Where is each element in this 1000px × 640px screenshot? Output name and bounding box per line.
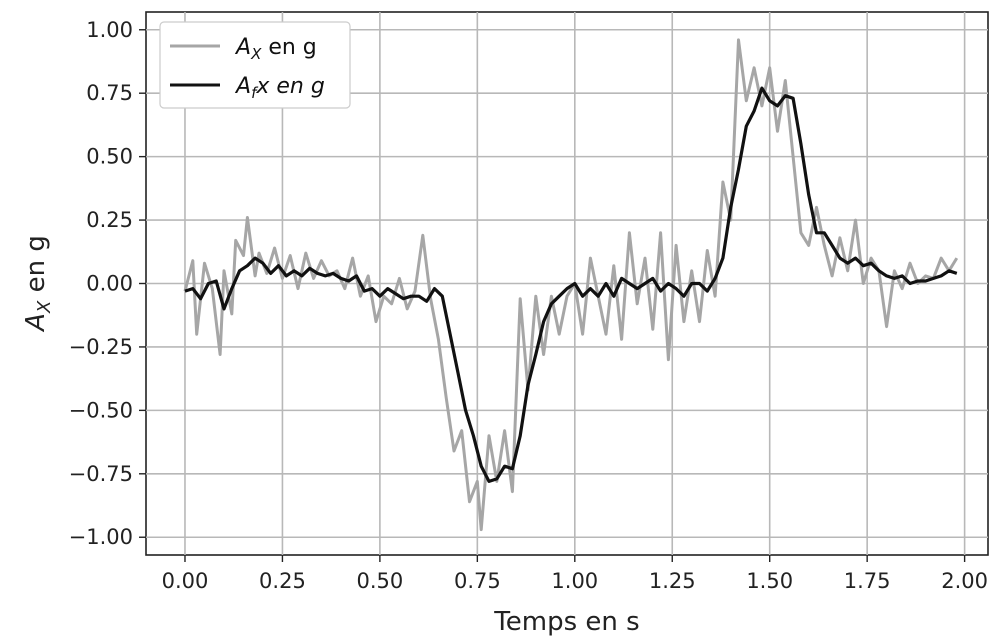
x-tick-label: 0.25 [259,569,306,593]
legend-label-series-1: AX en g [234,35,317,63]
legend-label-series-2-sub: f [251,84,259,102]
legend-label-series-2-rest: x en g [255,74,324,99]
y-tick-label: 0.00 [86,272,133,296]
y-axis-label-sub: X [34,300,55,314]
y-axis-label: AX en g [21,235,55,333]
y-tick-label: 0.75 [86,81,133,105]
legend-label-series-1-sub: X [250,45,262,63]
x-tick-label: 0.75 [454,569,501,593]
y-tick-label: −0.75 [69,462,133,486]
y-tick-label: 1.00 [86,18,133,42]
series-line-2 [184,86,958,483]
y-tick-label: 0.25 [86,208,133,232]
legend-label-series-1-main: A [234,35,251,60]
y-axis-label-main: A [21,313,51,333]
legend-label-series-2-main: A [234,74,251,99]
x-tick-label: 0.50 [357,569,404,593]
series-layer [183,38,959,532]
x-tick-label: 2.00 [941,569,988,593]
x-tick-label: 1.00 [551,569,598,593]
y-axis-label-rest: en g [21,235,51,301]
y-tick-label: 0.50 [86,145,133,169]
x-tick-label: 1.75 [844,569,891,593]
legend-label-series-1-rest: en g [261,35,316,60]
x-tick-label: 0.00 [162,569,209,593]
y-tick-label: −0.25 [69,335,133,359]
y-tick-label: −1.00 [69,525,133,549]
x-tick-label: 1.25 [649,569,696,593]
y-tick-label: −0.50 [69,398,133,422]
series-line-1 [183,38,959,532]
ticks: 0.00 0.25 0.50 0.75 1.00 1.25 1.50 1.75 2.00 1.00… [69,18,988,593]
x-axis-label: Temps en s [493,607,639,637]
x-tick-label: 1.50 [746,569,793,593]
legend-label-series-2: Afx en g [234,74,325,102]
legend: AX en g Afx en g [159,21,351,109]
